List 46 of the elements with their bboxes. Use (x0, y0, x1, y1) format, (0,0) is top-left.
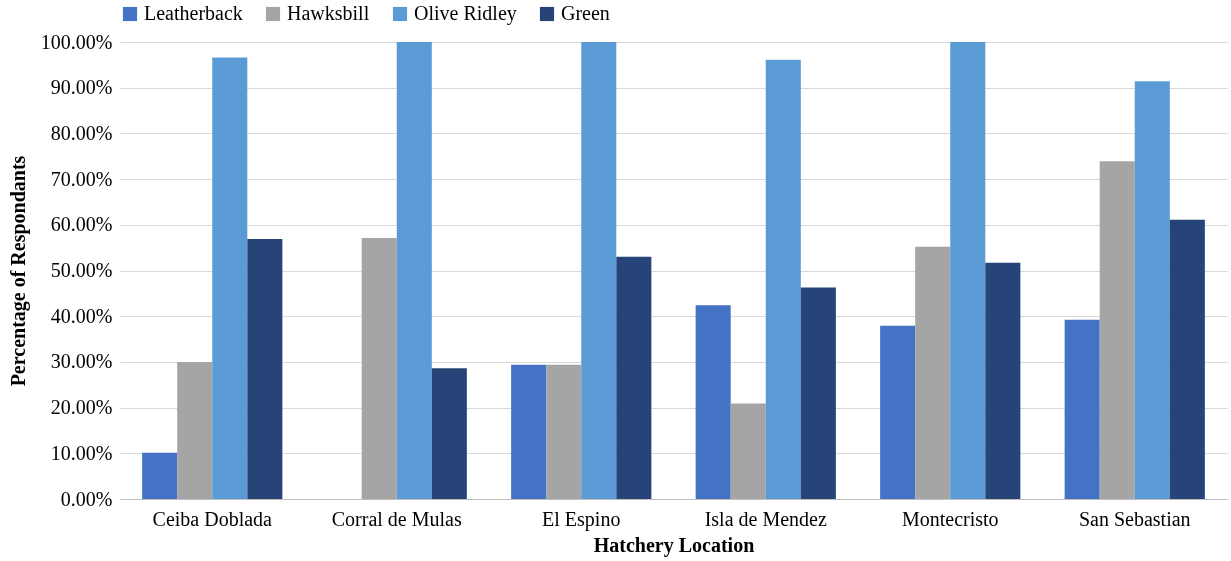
y-tick-label: 0.00% (60, 487, 113, 510)
y-tick-label: 100.00% (40, 30, 113, 53)
bar (142, 452, 178, 499)
y-tick-label: 60.00% (50, 213, 113, 236)
legend-label: Hawksbill (287, 2, 370, 24)
bar (950, 42, 986, 499)
bar (730, 403, 766, 499)
bar (765, 59, 801, 499)
x-tick-label: Isla de Mendez (704, 507, 827, 530)
bar (511, 364, 547, 499)
bar (1134, 81, 1170, 499)
y-tick-label: 70.00% (50, 167, 113, 190)
bar (915, 246, 951, 499)
legend-label: Leatherback (144, 2, 243, 24)
bar (1169, 219, 1205, 499)
y-tick-label: 20.00% (50, 396, 113, 419)
bar (212, 57, 248, 499)
x-tick-label: Corral de Mulas (331, 507, 462, 530)
bar (396, 42, 432, 499)
legend-label: Green (561, 2, 610, 24)
bar (616, 256, 652, 499)
y-tick-label: 50.00% (50, 259, 113, 281)
legend-label: Olive Ridley (414, 2, 517, 25)
y-tick-label: 40.00% (50, 304, 113, 327)
bar (1064, 319, 1100, 499)
bar (247, 238, 283, 499)
x-tick-label: Ceiba Doblada (152, 507, 273, 530)
x-axis-title: Hatchery Location (593, 533, 755, 557)
bar (431, 368, 467, 499)
y-tick-label: 90.00% (50, 76, 113, 99)
bar (880, 325, 916, 499)
bar (1099, 161, 1135, 499)
bar (985, 262, 1021, 499)
bar (800, 287, 836, 499)
bar (361, 238, 397, 499)
y-tick-label: 10.00% (50, 441, 113, 464)
bar (695, 305, 731, 499)
bar (581, 42, 617, 499)
y-tick-label: 30.00% (50, 350, 113, 373)
bar (546, 364, 582, 499)
y-tick-label: 80.00% (50, 121, 113, 144)
x-tick-label: El Espino (542, 507, 621, 531)
y-axis-title: Percentage of Respondants (6, 155, 30, 387)
bar (177, 361, 213, 499)
x-tick-label: Montecristo (901, 507, 999, 530)
x-tick-label: San Sebastian (1078, 507, 1191, 530)
